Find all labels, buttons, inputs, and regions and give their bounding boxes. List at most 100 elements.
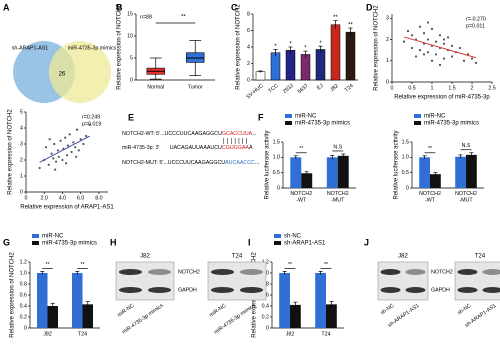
venn-right-label: miR-4735-3p mimics [68, 45, 117, 51]
point [57, 155, 60, 158]
y-tick-label: 0 [247, 77, 250, 83]
venn-overlap: 26 [59, 72, 66, 78]
x-tick-label: 8.0 [95, 195, 102, 201]
point [442, 42, 446, 45]
sequence-part: A [249, 145, 253, 151]
point [66, 144, 70, 147]
panel-letter: I [248, 237, 251, 247]
annotation: * [304, 46, 307, 52]
legend-label: miR-NC [424, 114, 446, 120]
panel-letter: A [3, 2, 10, 12]
point [426, 38, 430, 41]
band [239, 269, 264, 275]
point [44, 146, 48, 149]
point [52, 157, 55, 160]
point [406, 29, 410, 33]
band [210, 269, 235, 275]
band [147, 269, 172, 275]
point [410, 46, 414, 50]
legend-label: miR-NC [42, 234, 64, 240]
y-tick-label: 0.5 [402, 170, 409, 176]
bar [47, 306, 58, 328]
y-axis-label: Relative expression of NOTCH2 [117, 4, 123, 90]
point [74, 146, 77, 149]
point [54, 160, 58, 163]
y-tick-label: 4 [247, 44, 250, 50]
y-tick-label: 0.8 [20, 281, 27, 287]
sequence-part: miR-4735-3p: 3' [122, 145, 160, 151]
point [426, 51, 430, 54]
sequence-line: NOTCH2-MUT: 5'...UCCCUUCAAGAGGCUAUCAACCC… [122, 160, 259, 166]
blot [115, 261, 175, 301]
y-tick-label: 0 [386, 79, 389, 85]
y-tick-label: 0 [24, 325, 27, 331]
annotation: * [319, 41, 322, 47]
legend-swatch [285, 121, 292, 125]
y-tick-label: 3 [386, 16, 389, 22]
annotation: N.S [333, 144, 342, 150]
band [405, 287, 426, 293]
legend-swatch [414, 114, 421, 118]
y-tick-label: 0.2 [20, 314, 27, 320]
x-tick-label: 2.0 [41, 195, 48, 201]
y-tick-label: 2 [247, 61, 250, 67]
y-tick-label: 8 [247, 11, 250, 17]
y-tick-label: 1.2 [20, 259, 27, 265]
point [65, 154, 69, 157]
bar [326, 304, 337, 328]
bar [290, 304, 301, 328]
panel-letter: B [116, 2, 123, 12]
panel-letter: D [366, 2, 373, 12]
venn-right [49, 41, 111, 103]
point [410, 34, 414, 37]
annotation: ** [288, 262, 292, 268]
point [68, 133, 71, 136]
y-tick-label: 0 [266, 325, 269, 331]
bar [255, 71, 266, 81]
x-tick-label: 2.5 [488, 85, 495, 91]
point [422, 32, 426, 35]
x-axis-label: Relative expression of ARAP1-AS1 [20, 205, 114, 211]
band-label: GAPDH [431, 287, 450, 293]
sequence-part: UACAGAUUAAAUCU [170, 145, 222, 151]
annotation: ** [80, 262, 84, 268]
legend-swatch [414, 121, 421, 125]
point [64, 136, 67, 139]
sequence-part: NOTCH2-MUT: 5'...UCCCUUCAAGAGGCU [122, 160, 225, 166]
panel-letter: C [231, 2, 238, 12]
x-tick-label: T24 [321, 331, 330, 337]
x-tick-label: T24 [344, 83, 355, 93]
x-tick-label: NOTCH2 -MUT [327, 191, 349, 204]
point [88, 123, 91, 126]
point [434, 53, 438, 56]
x-tick-label: Tumor [188, 84, 203, 90]
point [418, 49, 422, 52]
y-axis-label: Relative expression of NOTCH2 [374, 5, 380, 91]
legend-label: miR-4735-3p mimics [42, 241, 97, 247]
annotation: p=0.019 [82, 121, 101, 127]
band [210, 287, 235, 293]
x-tick-label: NOTCH2 -MUT [455, 191, 477, 204]
band [457, 287, 478, 293]
sequence-line: miR-4735-3p: 3' UACAGAUUAAAUCUCGUGGAAA [122, 145, 253, 151]
y-tick-label: 0 [406, 185, 409, 191]
panel-letter: G [3, 237, 10, 247]
x-tick-label: 4.0 [59, 195, 66, 201]
y-axis-label: Relative expression of NOTCH2 [236, 4, 242, 90]
annotation: n=88 [140, 14, 152, 20]
band-label: NOTCH2 [178, 269, 200, 275]
x-tick-label: J82 [43, 331, 52, 337]
y-tick-label: 1 [386, 58, 389, 64]
bar [290, 157, 302, 188]
y-axis-label: Relative expression of NOTCH2 [10, 252, 16, 338]
point [47, 163, 50, 166]
annotation: * [274, 44, 277, 50]
point [474, 61, 478, 64]
venn-left-label: sh-ARAP1-AS1 [12, 45, 49, 51]
bar [301, 173, 313, 188]
y-tick-label: 0 [20, 189, 23, 195]
annotation: ** [428, 146, 432, 152]
y-tick-label: 1.0 [273, 155, 280, 161]
point [64, 162, 68, 165]
blot [207, 261, 267, 301]
